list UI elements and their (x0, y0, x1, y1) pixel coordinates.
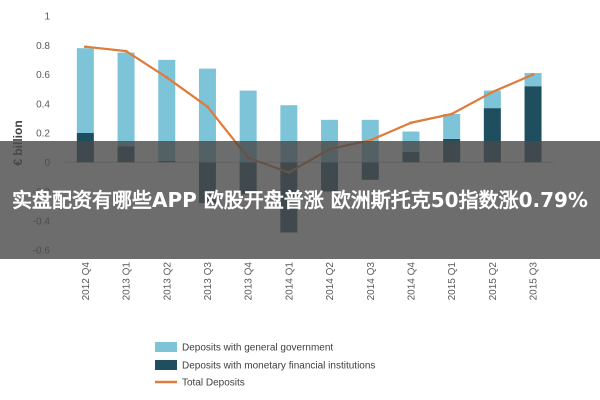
x-tick-label: 2013 Q1 (122, 262, 133, 301)
legend: Deposits with general government Deposits… (155, 342, 375, 389)
legend-label: Total Deposits (182, 378, 245, 389)
bar-general-government (158, 59, 176, 161)
legend-swatch (155, 342, 177, 352)
total-deposits-point (450, 112, 454, 116)
x-tick-label: 2014 Q1 (284, 262, 295, 301)
y-tick-label: 0.4 (36, 99, 50, 110)
x-tick-label: 2014 Q4 (406, 262, 417, 301)
x-tick-label: 2013 Q2 (162, 262, 173, 301)
total-deposits-point (490, 90, 494, 94)
legend-label: Deposits with general government (182, 343, 333, 354)
total-deposits-point (124, 49, 128, 53)
x-tick-label: 2014 Q2 (325, 262, 336, 301)
total-deposits-point (83, 45, 87, 49)
bar-general-government (443, 113, 461, 139)
legend-label: Deposits with monetary financial institu… (182, 361, 375, 372)
x-tick-label: 2015 Q3 (529, 262, 540, 301)
headline-banner: 实盘配资有哪些APP 欧股开盘普涨 欧洲斯托克50指数涨0.79% (0, 141, 600, 259)
headline-text: 实盘配资有哪些APP 欧股开盘普涨 欧洲斯托克50指数涨0.79% (12, 188, 588, 212)
x-tick-label: 2014 Q3 (366, 262, 377, 301)
x-tick-label: 2015 Q2 (488, 262, 499, 301)
y-tick-label: 0.8 (36, 41, 50, 52)
total-deposits-point (531, 73, 535, 76)
y-tick-label: 1 (44, 12, 50, 23)
x-tick-label: 2013 Q4 (244, 262, 255, 301)
total-deposits-point (409, 121, 413, 125)
bar-general-government (117, 52, 135, 147)
x-axis-ticks: 2012 Q4 2013 Q1 2013 Q2 2013 Q3 2013 Q4 2014 … (81, 262, 540, 301)
x-tick-label: 2013 Q3 (203, 262, 214, 301)
total-deposits-point (206, 105, 209, 109)
bar-general-government (76, 48, 94, 133)
y-tick-label: 0.2 (36, 129, 50, 140)
total-deposits-point (165, 76, 169, 79)
x-tick-label: 2015 Q1 (447, 262, 458, 301)
legend-swatch (155, 360, 177, 370)
y-tick-label: 0.6 (36, 70, 50, 81)
bar-general-government (198, 68, 216, 163)
x-tick-label: 2012 Q4 (81, 262, 92, 301)
